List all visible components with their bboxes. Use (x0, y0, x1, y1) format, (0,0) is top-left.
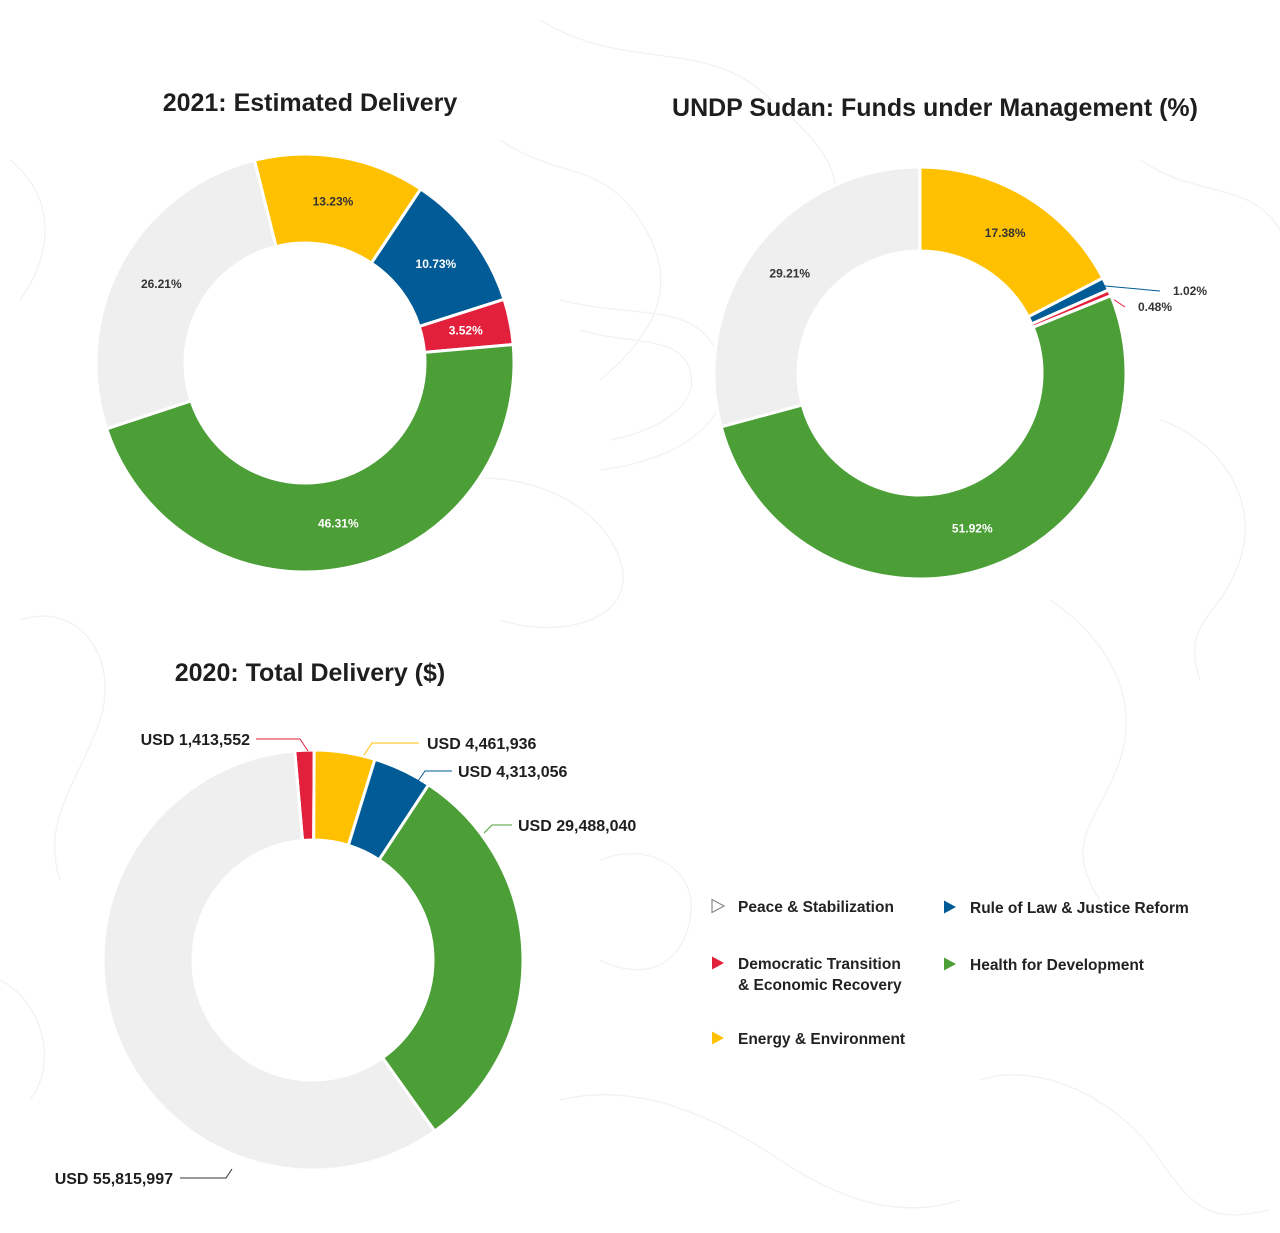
chart-title-funds-under-management: UNDP Sudan: Funds under Management (%) (672, 94, 1198, 122)
slice-label-peace: 26.21% (141, 277, 182, 291)
slice-label-rule-of-law: 1.02% (1173, 284, 1207, 298)
legend-label: Energy & Environment (738, 1031, 906, 1048)
slice-peace (94, 158, 278, 431)
legend-item-energy: Energy & Environment (710, 1029, 905, 1050)
legend-label: Rule of Law & Justice Reform (970, 900, 1189, 917)
slice-label-rule-of-law: 10.73% (416, 257, 457, 271)
slice-label-democratic: 3.52% (449, 324, 483, 338)
legend-label: Democratic Transition & Economic Recover… (738, 956, 902, 994)
chart-title-2020: 2020: Total Delivery ($) (174, 659, 446, 687)
triangle-icon (944, 957, 956, 971)
slice-label-energy: 17.38% (985, 226, 1026, 240)
callout-line-energy (363, 742, 419, 756)
slice-peace (712, 165, 922, 429)
triangle-icon (944, 900, 956, 914)
chart-title-2021: 2021: Estimated Delivery (162, 89, 458, 117)
slice-label-peace: 29.21% (769, 266, 810, 280)
slice-health (377, 783, 525, 1133)
legend-item-democratic-transition: Democratic Transition & Economic Recover… (710, 954, 902, 996)
donut-chart-funds-under-management: 17.38% 1.02%0.48% 51.92% 29.21% (712, 165, 1207, 581)
callout-label-democratic: USD 1,413,552 (141, 732, 251, 749)
label-leader-line (1102, 285, 1161, 292)
slice-peace (101, 749, 437, 1172)
callout-line-democratic (256, 738, 309, 752)
legend-label: Health for Development (970, 957, 1144, 974)
callout-label-health: USD 29,488,040 (518, 818, 636, 835)
slice-label-health: 46.31% (318, 517, 359, 531)
legend-item-rule-of-law: Rule of Law & Justice Reform (942, 898, 1189, 919)
callout-line-peace (180, 1168, 233, 1179)
slice-label-energy: 13.23% (313, 194, 354, 208)
triangle-outline-icon (711, 898, 726, 914)
legend-label: Peace & Stabilization (738, 899, 894, 916)
legend-item-peace: Peace & Stabilization (710, 897, 894, 918)
slice-label-health: 51.92% (952, 521, 993, 535)
donut-chart-2020-total-delivery: USD 1,413,552 USD 4,461,936 USD 4,313,056 U… (55, 732, 637, 1188)
slice-health (105, 343, 516, 574)
legend-item-health: Health for Development (942, 955, 1144, 976)
callout-line-health (483, 824, 512, 834)
callout-label-peace: USD 55,815,997 (55, 1171, 173, 1188)
slice-health (719, 294, 1128, 581)
legend: Peace & Stabilization Rule of Law & Just… (710, 895, 1230, 1065)
callout-line-rule-of-law (417, 770, 452, 782)
slice-label-democratic: 0.48% (1138, 300, 1172, 314)
callout-label-energy: USD 4,461,936 (427, 736, 537, 753)
triangle-icon (712, 1031, 724, 1045)
donut-chart-2021-estimated-delivery: 13.23% 10.73% 3.52% 46.31% 26.21% (94, 152, 516, 574)
triangle-icon (712, 956, 724, 970)
callout-label-rule-of-law: USD 4,313,056 (458, 764, 568, 781)
